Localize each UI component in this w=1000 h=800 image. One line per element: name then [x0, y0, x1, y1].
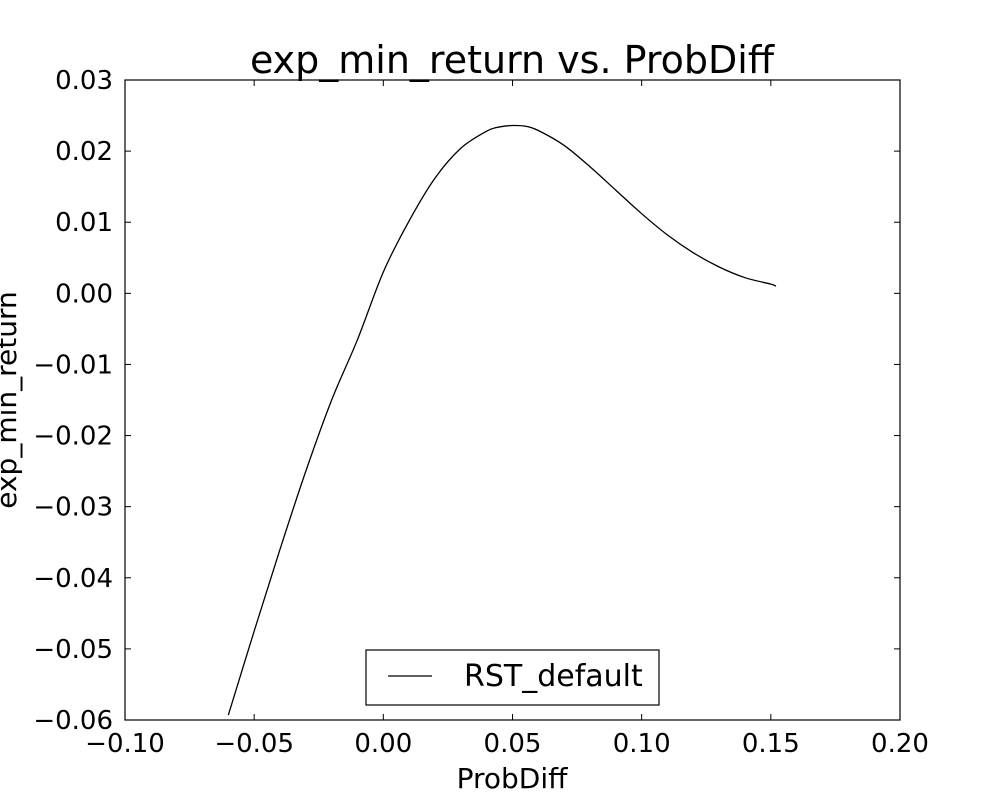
y-tick-label: 0.00	[55, 279, 113, 309]
legend-box	[365, 649, 660, 706]
x-tick-label: 0.05	[484, 729, 542, 759]
chart-title: exp_min_return vs. ProbDiff	[250, 38, 775, 82]
y-tick-label: −0.05	[33, 635, 113, 665]
series-layer	[227, 124, 777, 716]
y-tick-label: −0.06	[33, 706, 113, 736]
x-tick-label: 0.00	[354, 729, 412, 759]
legend-label: RST_default	[464, 659, 643, 694]
plot-frame	[124, 79, 901, 721]
y-tick-label: 0.01	[55, 208, 113, 238]
x-tick-label: −0.10	[85, 729, 165, 759]
y-tick-label: −0.03	[33, 493, 113, 523]
x-axis-label: ProbDiff	[457, 762, 569, 795]
y-tick-label: 0.03	[55, 66, 113, 96]
x-tick-label: 0.10	[613, 729, 671, 759]
legend: RST_default	[365, 649, 660, 706]
y-tick-label: −0.04	[33, 564, 113, 594]
y-axis-label: exp_min_return	[0, 291, 23, 509]
x-tick-label: −0.05	[214, 729, 294, 759]
axis-ticks	[124, 79, 901, 721]
y-tick-label: 0.02	[55, 137, 113, 167]
tick-labels: −0.10 −0.05 0.00 0.05 0.10 0.15 0.20 0.03 0.02 0.…	[33, 66, 929, 759]
y-tick-label: −0.02	[33, 422, 113, 452]
y-tick-label: −0.01	[33, 350, 113, 380]
x-tick-label: 0.20	[871, 729, 929, 759]
x-tick-label: 0.15	[742, 729, 800, 759]
series-line-rst-default	[227, 124, 777, 716]
